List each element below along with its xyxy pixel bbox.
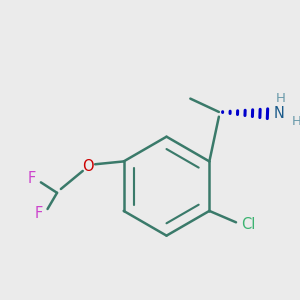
Text: F: F (28, 171, 36, 186)
Text: H: H (292, 115, 300, 128)
Text: O: O (82, 159, 93, 174)
Text: Cl: Cl (241, 217, 255, 232)
Text: N: N (273, 106, 284, 121)
Text: F: F (34, 206, 43, 221)
Text: H: H (276, 92, 286, 105)
